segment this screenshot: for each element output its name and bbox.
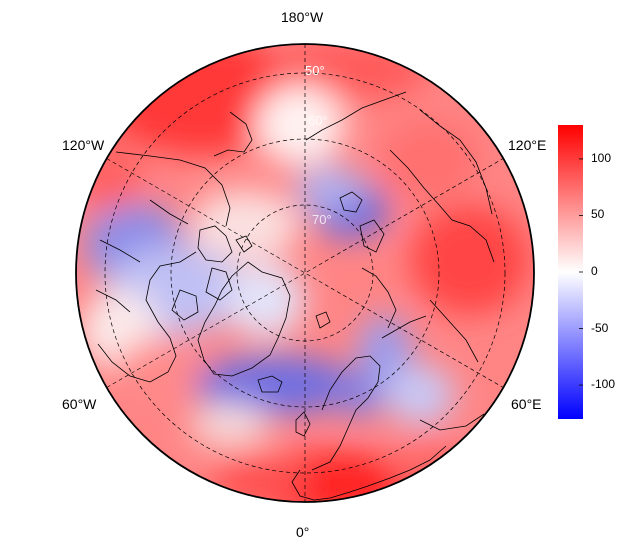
latitude-circle-50	[104, 72, 506, 474]
colorbar-gradient	[558, 125, 583, 419]
coastline	[295, 411, 311, 437]
coastline	[257, 375, 283, 393]
colorbar-tick-label: 0	[591, 264, 598, 278]
lon-label-bottom: 0°	[296, 524, 310, 540]
coastline	[311, 355, 381, 471]
meridian-60w-120e	[106, 158, 504, 388]
lat-label-60: 60°	[308, 113, 328, 128]
lon-label-lower-right: 60°E	[511, 396, 542, 412]
coastline	[359, 219, 385, 253]
coastline	[197, 261, 291, 377]
coastline	[315, 311, 331, 329]
colorbar-tick-label: 100	[591, 150, 612, 165]
coastlines	[95, 91, 495, 501]
coastline	[197, 225, 233, 263]
colorbar-tick-label: 50	[591, 207, 605, 222]
colorbar-ticks	[579, 158, 583, 386]
coastline	[339, 191, 363, 213]
graticule	[104, 44, 506, 502]
lon-label-lower-left: 60°W	[62, 396, 97, 412]
coastline	[97, 151, 231, 383]
lon-label-upper-right: 120°E	[508, 137, 547, 153]
globe-frame	[75, 43, 535, 503]
coastline	[361, 267, 397, 329]
coastline	[305, 91, 495, 263]
coastline	[205, 267, 233, 301]
coastline	[291, 445, 447, 501]
lon-label-upper-left: 120°W	[62, 137, 105, 153]
coastline	[381, 315, 427, 339]
colorbar-tick-label: -50	[591, 320, 609, 335]
coastline	[95, 199, 189, 313]
lat-label-70: 70°	[312, 212, 332, 227]
colorbar	[558, 125, 583, 419]
coastline	[171, 289, 199, 321]
lat-label-50: 50°	[305, 63, 325, 78]
meridian-120w-60e	[106, 158, 504, 388]
lon-label-top: 180°W	[281, 9, 324, 25]
coastline	[213, 111, 253, 157]
coastline	[419, 109, 493, 431]
colorbar-tick-label: -100	[591, 377, 616, 392]
